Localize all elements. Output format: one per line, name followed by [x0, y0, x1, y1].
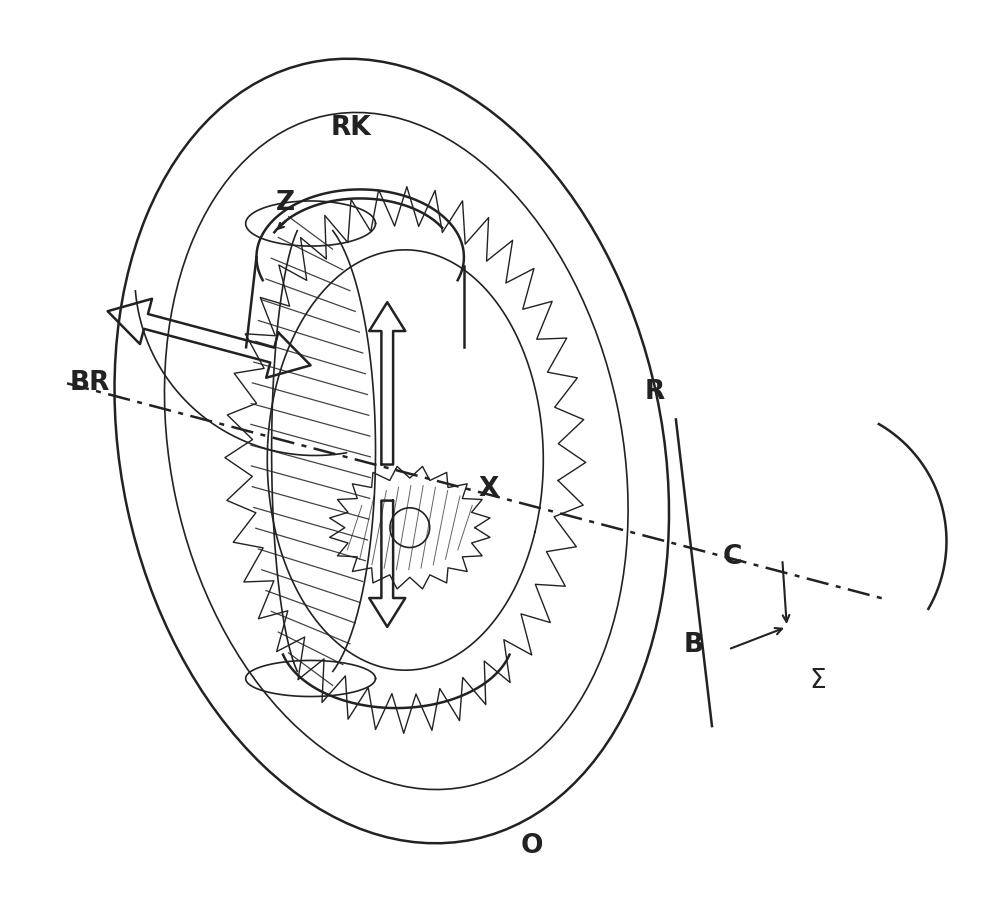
Text: $\Sigma$: $\Sigma$	[809, 668, 826, 694]
Text: C: C	[723, 545, 742, 570]
Text: X: X	[479, 476, 499, 502]
Text: R: R	[645, 380, 665, 405]
Text: RK: RK	[331, 115, 371, 141]
Text: O: O	[520, 833, 543, 859]
Text: Z: Z	[276, 190, 295, 216]
Text: B: B	[684, 632, 704, 658]
Text: BR: BR	[69, 371, 110, 396]
